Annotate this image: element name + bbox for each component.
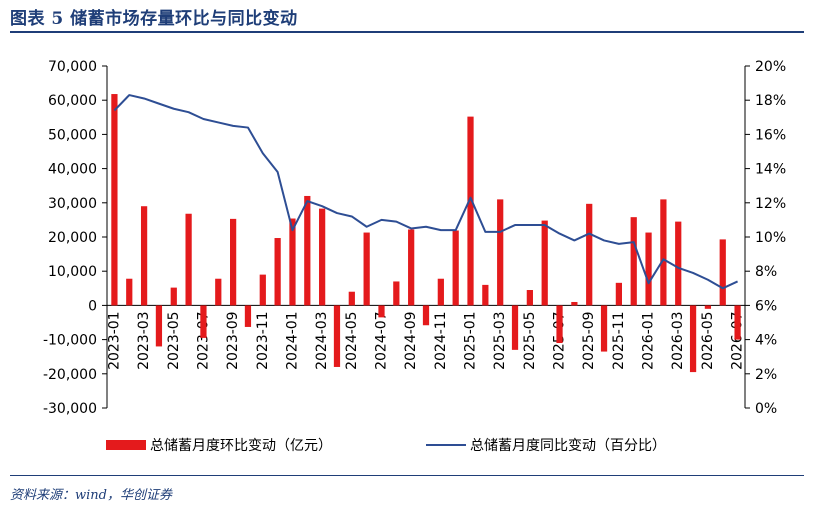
- y-left-tick-label: -30,000: [43, 401, 97, 417]
- y-right-tick-label: 20%: [755, 59, 786, 75]
- x-tick-label: 2024-05: [344, 311, 360, 370]
- y-right-tick-label: 0%: [755, 401, 777, 417]
- y-right-tick-label: 6%: [755, 298, 777, 314]
- y-right-tick-label: 12%: [755, 196, 786, 212]
- bar: [378, 305, 385, 318]
- bar: [155, 305, 163, 347]
- bar: [541, 220, 548, 306]
- bar: [140, 206, 148, 306]
- x-tick-label: 2023-07: [195, 311, 211, 370]
- bar: [497, 199, 504, 306]
- bar: [348, 291, 355, 306]
- bar: [393, 281, 400, 306]
- x-tick-label: 2025-09: [581, 311, 597, 370]
- y-left-tick-label: 30,000: [48, 196, 97, 212]
- source-note: 资料来源：wind，华创证券: [10, 488, 172, 503]
- x-tick-label: 2024-03: [314, 311, 330, 370]
- bar: [319, 208, 326, 306]
- x-tick-label: 2024-01: [284, 311, 300, 370]
- bar: [437, 278, 444, 306]
- x-tick-label: 2024-07: [373, 311, 389, 370]
- x-tick-label: 2026-05: [700, 311, 716, 370]
- y-right-tick-label: 4%: [755, 333, 777, 349]
- bar: [333, 305, 341, 367]
- bar: [719, 239, 726, 306]
- bar: [244, 305, 252, 327]
- legend-bar-swatch: [106, 440, 146, 450]
- y-right-tick-label: 8%: [755, 264, 777, 280]
- chart-area: -30,000 -20,000 -10,000 0 10,000 20,000 30,000…: [43, 59, 786, 454]
- y-right-tick-label: 16%: [755, 127, 786, 143]
- x-tick-label: 2023-05: [166, 311, 182, 370]
- x-tick-label: 2025-11: [611, 311, 627, 370]
- bar: [511, 305, 519, 350]
- bar: [689, 305, 697, 373]
- x-tick-label: 2026-07: [730, 311, 746, 370]
- bar: [630, 217, 637, 306]
- bar: [586, 203, 593, 306]
- y-left-tick-label: 0: [88, 298, 97, 314]
- x-tick-label: 2026-03: [670, 311, 686, 370]
- footer-divider: [10, 475, 804, 476]
- bar: [600, 305, 608, 352]
- x-tick-label: 2026-01: [641, 311, 657, 370]
- x-tick-label: 2024-09: [403, 311, 419, 370]
- bar: [304, 195, 311, 306]
- y-left-tick-label: 60,000: [48, 93, 97, 109]
- bar: [200, 305, 207, 338]
- y-left-tick-label: 40,000: [48, 162, 97, 178]
- bar: [660, 199, 667, 306]
- x-tick-label: 2023-01: [106, 311, 122, 370]
- legend-bar-label: 总储蓄月度环比变动（亿元）: [150, 438, 332, 454]
- y-left-tick-label: 50,000: [48, 127, 97, 143]
- title-divider: [10, 31, 804, 33]
- bar: [734, 305, 741, 340]
- bar: [704, 305, 712, 309]
- bar: [422, 305, 430, 326]
- bar: [556, 305, 563, 344]
- chart-legend: 总储蓄月度环比变动（亿元） 总储蓄月度同比变动（百分比）: [106, 438, 666, 454]
- bar: [467, 116, 474, 306]
- x-tick-label: 2023-11: [255, 311, 271, 370]
- bar: [170, 287, 177, 306]
- y-right-tick-label: 14%: [755, 162, 786, 178]
- x-tick-label: 2025-01: [463, 311, 479, 370]
- y-left-tick-label: -10,000: [43, 333, 97, 349]
- y-left-tick-label: 70,000: [48, 59, 97, 75]
- legend-line-label: 总储蓄月度同比变动（百分比）: [470, 438, 666, 454]
- bar: [482, 284, 489, 306]
- x-tick-label: 2023-09: [225, 311, 241, 370]
- line-series: [113, 94, 738, 290]
- bar: [259, 274, 266, 306]
- x-tick-label: 2024-11: [433, 311, 449, 370]
- bar: [111, 94, 118, 306]
- bar: [363, 232, 370, 306]
- bar: [215, 278, 222, 306]
- x-tick-label: 2023-03: [136, 311, 152, 370]
- bar: [274, 238, 281, 306]
- bar: [526, 290, 533, 306]
- bar: [571, 301, 578, 306]
- chart-title: 图表 5 储蓄市场存量环比与同比变动: [10, 9, 298, 29]
- chart-axes: -30,000 -20,000 -10,000 0 10,000 20,000 30,000…: [43, 59, 786, 417]
- bar: [126, 278, 133, 306]
- bar: [615, 282, 622, 306]
- bar: [675, 221, 682, 306]
- y-left-tick-label: -20,000: [43, 367, 97, 383]
- y-right-tick-label: 2%: [755, 367, 777, 383]
- series-line: [113, 94, 738, 290]
- y-right-tick-label: 10%: [755, 230, 786, 246]
- x-tick-label: 2025-03: [492, 311, 508, 370]
- bar: [230, 218, 237, 306]
- bar: [289, 218, 296, 306]
- y-right-tick-label: 18%: [755, 93, 786, 109]
- y-left-tick-label: 10,000: [48, 264, 97, 280]
- x-tick-label: 2025-05: [522, 311, 538, 370]
- bar: [408, 229, 415, 306]
- bar-series: [111, 94, 741, 373]
- bar: [452, 230, 459, 306]
- bar: [645, 232, 652, 306]
- bar: [185, 213, 192, 306]
- y-left-tick-label: 20,000: [48, 230, 97, 246]
